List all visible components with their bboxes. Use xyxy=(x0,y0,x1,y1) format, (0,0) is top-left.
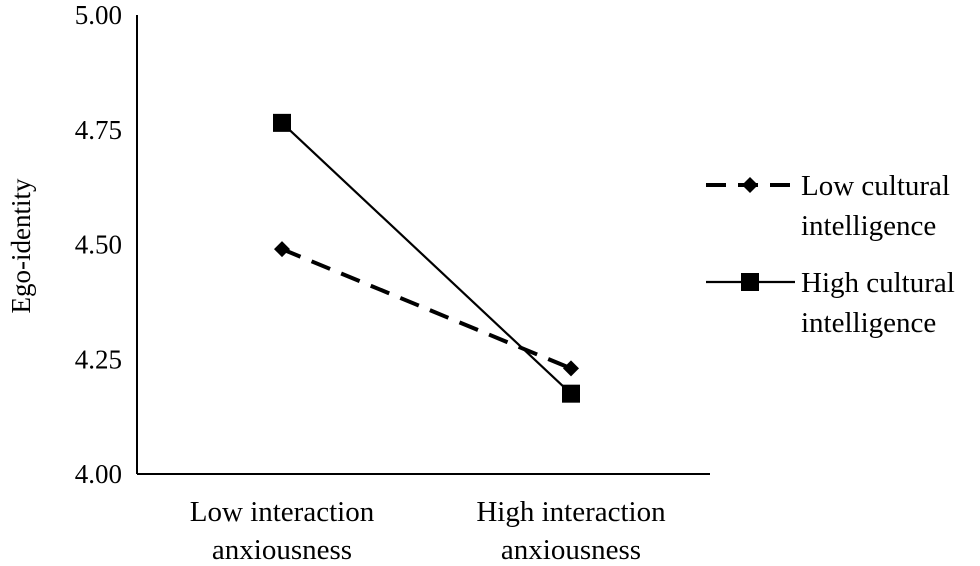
x-category-label: High interaction xyxy=(476,496,666,528)
legend-marker-high-ci xyxy=(741,273,759,291)
legend-label-low-ci: intelligence xyxy=(801,210,936,242)
x-category-label: anxiousness xyxy=(212,534,352,566)
legend: Low cultural intelligence High cultural int… xyxy=(706,170,955,339)
legend-label-high-ci: intelligence xyxy=(801,307,936,339)
y-tick-label: 4.50 xyxy=(75,230,122,260)
y-tick-label: 4.75 xyxy=(75,115,122,145)
point-high-ci xyxy=(273,113,291,132)
x-category-labels: Low interaction anxiousness High interacti… xyxy=(190,496,666,566)
legend-label-high-ci: High cultural xyxy=(801,267,955,299)
y-tick-label: 4.25 xyxy=(75,344,122,374)
y-axis-title: Ego-identity xyxy=(6,178,36,313)
point-high-ci xyxy=(562,384,580,403)
point-low-ci xyxy=(563,360,579,377)
legend-label-low-ci: Low cultural xyxy=(801,170,950,202)
series-line-low-ci xyxy=(281,247,572,371)
y-tick-label: 4.00 xyxy=(75,459,122,489)
point-low-ci xyxy=(274,241,290,258)
y-tick-labels: 4.00 4.25 4.50 4.75 5.00 xyxy=(75,0,122,489)
series-line-high-ci xyxy=(281,122,572,395)
legend-marker-low-ci xyxy=(742,177,758,193)
y-tick-label: 5.00 xyxy=(75,0,122,30)
x-category-label: anxiousness xyxy=(501,534,641,566)
x-category-label: Low interaction xyxy=(190,496,375,528)
axes xyxy=(136,15,710,475)
series-layer xyxy=(273,113,580,403)
